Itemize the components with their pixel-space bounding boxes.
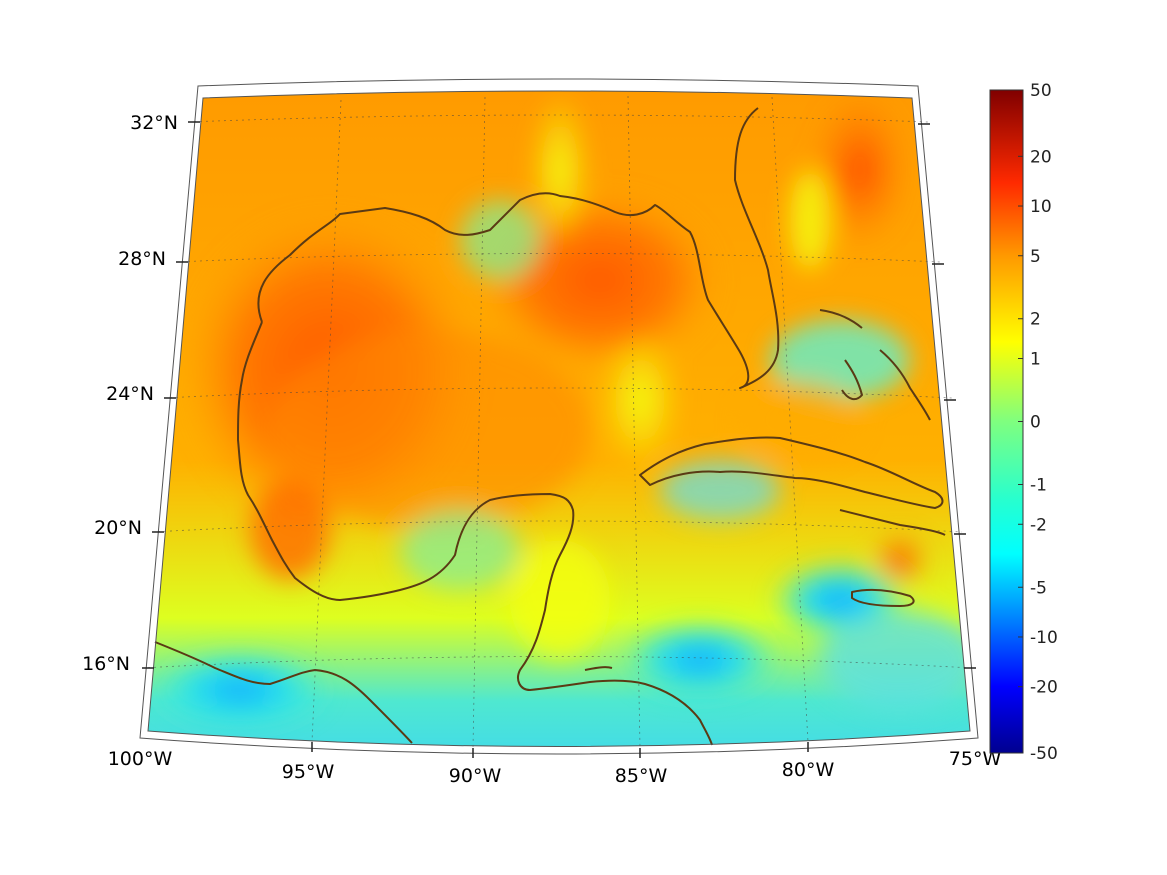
hispaniola-coastline <box>839 509 946 536</box>
colorbar-tick-label: -50 <box>1030 744 1058 764</box>
colorbar-tick-label: 20 <box>1030 147 1052 167</box>
colorbar-tick-label: 0 <box>1030 413 1041 433</box>
coastlines <box>154 107 946 746</box>
colorbar-tick-label: -20 <box>1030 678 1058 698</box>
colorbar-tick-label: -10 <box>1030 628 1058 648</box>
cuba-coastline <box>639 436 944 509</box>
colorbar-tick-label: 2 <box>1030 310 1041 330</box>
colorbar-tick-label: 1 <box>1030 350 1041 370</box>
frame-ticks <box>142 121 976 758</box>
pacific-coastline <box>154 641 413 744</box>
longitude-labels: 100°W 95°W 90°W 85°W 80°W 75°W <box>108 748 1002 787</box>
gulf-coastline <box>257 107 780 389</box>
graticule <box>141 95 973 749</box>
colorbar-tick-label: 5 <box>1030 247 1041 267</box>
jamaica-coastline <box>851 588 915 607</box>
lon-label-80: 80°W <box>782 759 835 781</box>
lat-label-28: 28°N <box>118 248 166 270</box>
colorbar-ramp <box>989 89 1024 754</box>
mexico-coastline <box>237 321 713 746</box>
honduras-coastline <box>584 666 613 671</box>
colorbar-tick-label: -1 <box>1030 475 1047 495</box>
lon-label-75: 75°W <box>949 748 1002 770</box>
data-field <box>148 91 970 747</box>
lat-label-24: 24°N <box>106 383 154 405</box>
lon-label-90: 90°W <box>449 765 502 787</box>
lon-label-95: 95°W <box>282 761 335 783</box>
latitude-labels: 32°N 28°N 24°N 20°N 16°N <box>82 112 178 675</box>
lat-label-16: 16°N <box>82 653 130 675</box>
colorbar-tick-label: -5 <box>1030 578 1047 598</box>
lat-label-32: 32°N <box>130 112 178 134</box>
colorbar-tick-label: -2 <box>1030 515 1047 535</box>
bahamas-coastline <box>819 309 931 421</box>
colorbar-tick-label: 50 <box>1030 81 1052 101</box>
map-frame <box>139 78 979 755</box>
lon-label-100: 100°W <box>108 748 173 770</box>
lon-label-85: 85°W <box>615 765 668 787</box>
lat-label-20: 20°N <box>94 517 142 539</box>
colorbar-tick-label: 10 <box>1030 197 1052 217</box>
